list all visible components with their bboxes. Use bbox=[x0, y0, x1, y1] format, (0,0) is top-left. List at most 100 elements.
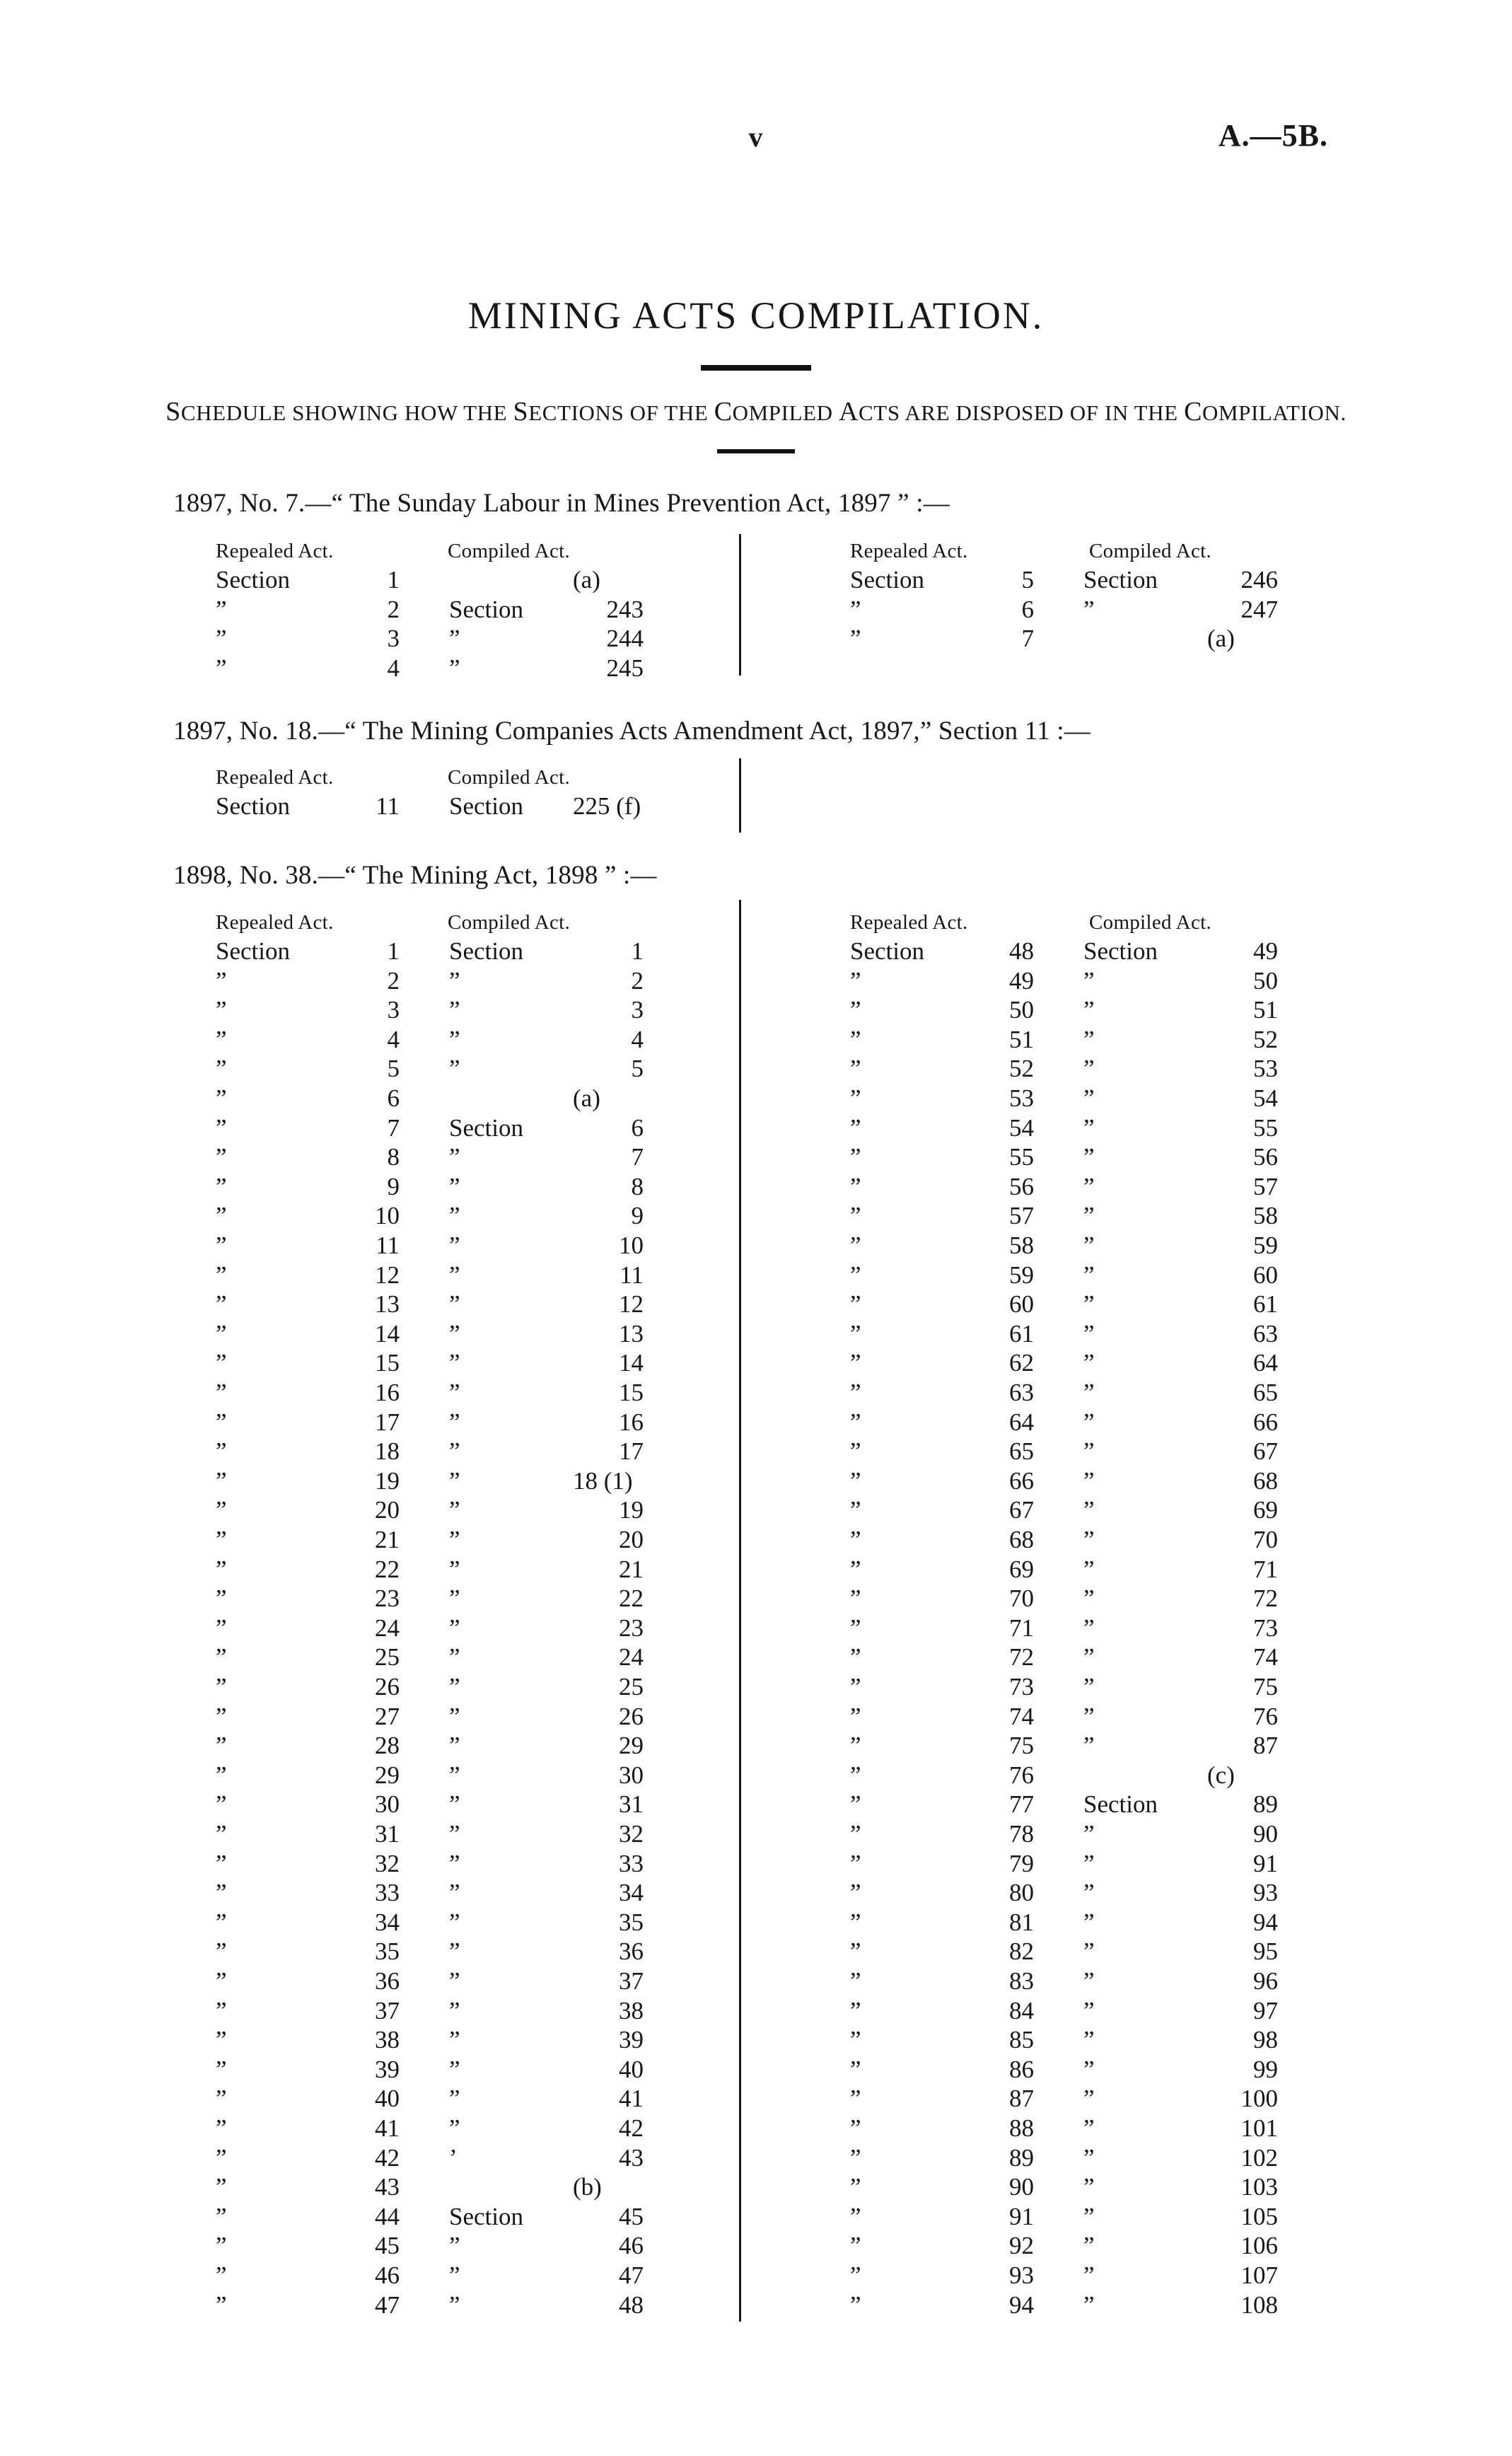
repealed-act-section-number: 46 bbox=[375, 2261, 400, 2289]
compiled-act-section-number: 39 bbox=[619, 2026, 644, 2054]
repealed-act-section-number: 83 bbox=[1009, 1967, 1034, 1995]
compiled-act-section-number: 3 bbox=[631, 996, 644, 1024]
page-subtitle: SCHEDULE SHOWING HOW THE SECTIONS OF THE… bbox=[0, 396, 1512, 427]
repealed-act-label: ” bbox=[216, 1496, 227, 1524]
repealed-act-section-number: 40 bbox=[375, 2085, 400, 2113]
repealed-act-section-number: 11 bbox=[376, 792, 400, 820]
compiled-act-label: ” bbox=[1083, 2232, 1095, 2260]
compiled-act-label: ” bbox=[449, 1879, 460, 1907]
compiled-act-section-number: 50 bbox=[1253, 966, 1278, 995]
compiled-act-section-number: 58 bbox=[1253, 1202, 1278, 1230]
repealed-act-section-number: 15 bbox=[375, 1349, 400, 1377]
subtitle-cap-4: A bbox=[838, 397, 859, 427]
repealed-act-section-number: 33 bbox=[375, 1879, 400, 1907]
compiled-act-label: ” bbox=[449, 1202, 460, 1230]
repealed-act-section-number: 82 bbox=[1009, 1937, 1034, 1966]
act-heading-2: 1897, No. 18.—“ The Mining Companies Act… bbox=[173, 717, 1091, 746]
compiled-act-label: ” bbox=[449, 966, 460, 995]
compiled-act-section-number: 75 bbox=[1253, 1673, 1278, 1701]
repealed-act-label: ” bbox=[850, 1790, 861, 1819]
repealed-act-label: ” bbox=[216, 1084, 227, 1112]
compiled-act-section-number: 36 bbox=[619, 1937, 644, 1966]
repealed-act-label: ” bbox=[850, 1526, 861, 1553]
compiled-act-section-number: 106 bbox=[1240, 2232, 1279, 2260]
repealed-act-label: ” bbox=[216, 2261, 227, 2289]
repealed-act-section-number: 58 bbox=[1009, 1232, 1034, 1259]
compiled-act-label: ” bbox=[449, 1055, 460, 1083]
repealed-act-label: ” bbox=[216, 1143, 227, 1171]
compiled-act-section-number: 48 bbox=[619, 2290, 644, 2319]
compiled-act-label: ” bbox=[449, 1673, 460, 1701]
repealed-act-label: ” bbox=[216, 1466, 227, 1495]
compiled-act-label: ” bbox=[1083, 1496, 1095, 1524]
subtitle-text-4: CTS ARE DISPOSED OF IN THE bbox=[859, 400, 1185, 425]
subtitle-cap-2: S bbox=[513, 397, 529, 427]
repealed-act-section-number: 9 bbox=[387, 1172, 400, 1200]
repealed-act-label: ” bbox=[216, 1113, 227, 1142]
compiled-act-label: ” bbox=[1083, 1849, 1095, 1877]
repealed-act-section-number: 3 bbox=[387, 996, 400, 1024]
compiled-act-section-number: 25 bbox=[619, 1673, 644, 1701]
repealed-act-section-number: 48 bbox=[1009, 937, 1034, 965]
act1-column-divider bbox=[739, 534, 741, 676]
repealed-act-label: ” bbox=[216, 1643, 227, 1672]
compiled-act-section-number: 87 bbox=[1253, 1732, 1278, 1760]
repealed-act-label: ” bbox=[216, 1849, 227, 1877]
compiled-act-label: ” bbox=[1083, 966, 1095, 995]
compiled-act-section-number: 72 bbox=[1253, 1585, 1278, 1613]
compiled-act-section-number: 64 bbox=[1253, 1349, 1278, 1377]
repealed-act-label: ” bbox=[216, 2114, 227, 2142]
compiled-act-label: ” bbox=[449, 1232, 460, 1259]
compiled-act-label: ” bbox=[1083, 2173, 1095, 2201]
compiled-act-section-number: 40 bbox=[619, 2055, 644, 2083]
compiled-act-section-number: 57 bbox=[1253, 1172, 1278, 1200]
repealed-act-section-number: 19 bbox=[375, 1466, 400, 1495]
compiled-act-section-number: 49 bbox=[1253, 937, 1278, 965]
compiled-act-label: ” bbox=[1083, 1261, 1095, 1289]
repealed-act-label: ” bbox=[216, 2143, 227, 2172]
repealed-act-section-number: 12 bbox=[375, 1261, 400, 1289]
compiled-act-label: ” bbox=[449, 1908, 460, 1936]
compiled-act-section-number: 56 bbox=[1253, 1143, 1278, 1171]
compiled-act-section-number: 102 bbox=[1240, 2143, 1279, 2172]
compiled-act-label: ” bbox=[1083, 1908, 1095, 1936]
repealed-act-label: ” bbox=[216, 1908, 227, 1936]
compiled-act-label: ” bbox=[1083, 1585, 1095, 1613]
compiled-act-label: ” bbox=[449, 1496, 460, 1524]
subtitle-cap-5: C bbox=[1184, 397, 1203, 427]
repealed-act-section-number: 8 bbox=[387, 1143, 400, 1171]
repealed-act-section-number: 3 bbox=[387, 625, 400, 653]
repealed-act-section-number: 88 bbox=[1009, 2114, 1034, 2142]
compiled-act-section-number: 51 bbox=[1253, 996, 1278, 1024]
compiled-act-section-number: 54 bbox=[1253, 1084, 1278, 1112]
act3-right-repealed-header: Repealed Act. bbox=[850, 911, 968, 934]
repealed-act-section-number: 63 bbox=[1009, 1379, 1034, 1406]
compiled-act-label: ” bbox=[449, 2055, 460, 2083]
repealed-act-label: ” bbox=[850, 1967, 861, 1995]
compiled-act-section-number: 1 bbox=[631, 937, 644, 965]
compiled-act-label: ” bbox=[1083, 1408, 1095, 1436]
act1-right-compiled-header: Compiled Act. bbox=[1089, 540, 1212, 562]
repealed-act-label: ” bbox=[850, 1761, 861, 1789]
repealed-act-section-number: 31 bbox=[375, 1820, 400, 1848]
act3-left-compiled-header: Compiled Act. bbox=[448, 911, 571, 934]
repealed-act-section-number: 53 bbox=[1009, 1084, 1034, 1112]
compiled-act-section-number: 16 bbox=[619, 1408, 644, 1436]
compiled-act-label: ” bbox=[1083, 1996, 1095, 2025]
repealed-act-label: ” bbox=[850, 2143, 861, 2172]
document-reference: A.—5B. bbox=[1218, 118, 1328, 153]
compiled-act-label: ” bbox=[449, 1408, 460, 1436]
compiled-act-label: ” bbox=[1083, 1614, 1095, 1642]
compiled-act-section-number: 225 (f) bbox=[573, 792, 641, 820]
compiled-act-section-number: (c) bbox=[1207, 1761, 1235, 1789]
repealed-act-label: ” bbox=[216, 2202, 227, 2230]
repealed-act-section-number: 62 bbox=[1009, 1349, 1034, 1377]
compiled-act-label: ” bbox=[449, 1702, 460, 1730]
compiled-act-section-number: 13 bbox=[619, 1319, 644, 1348]
repealed-act-label: ” bbox=[850, 1702, 861, 1730]
repealed-act-section-number: 57 bbox=[1009, 1202, 1034, 1230]
compiled-act-label: ” bbox=[449, 1290, 460, 1319]
repealed-act-section-number: 36 bbox=[375, 1967, 400, 1995]
compiled-act-section-number: 19 bbox=[619, 1496, 644, 1524]
